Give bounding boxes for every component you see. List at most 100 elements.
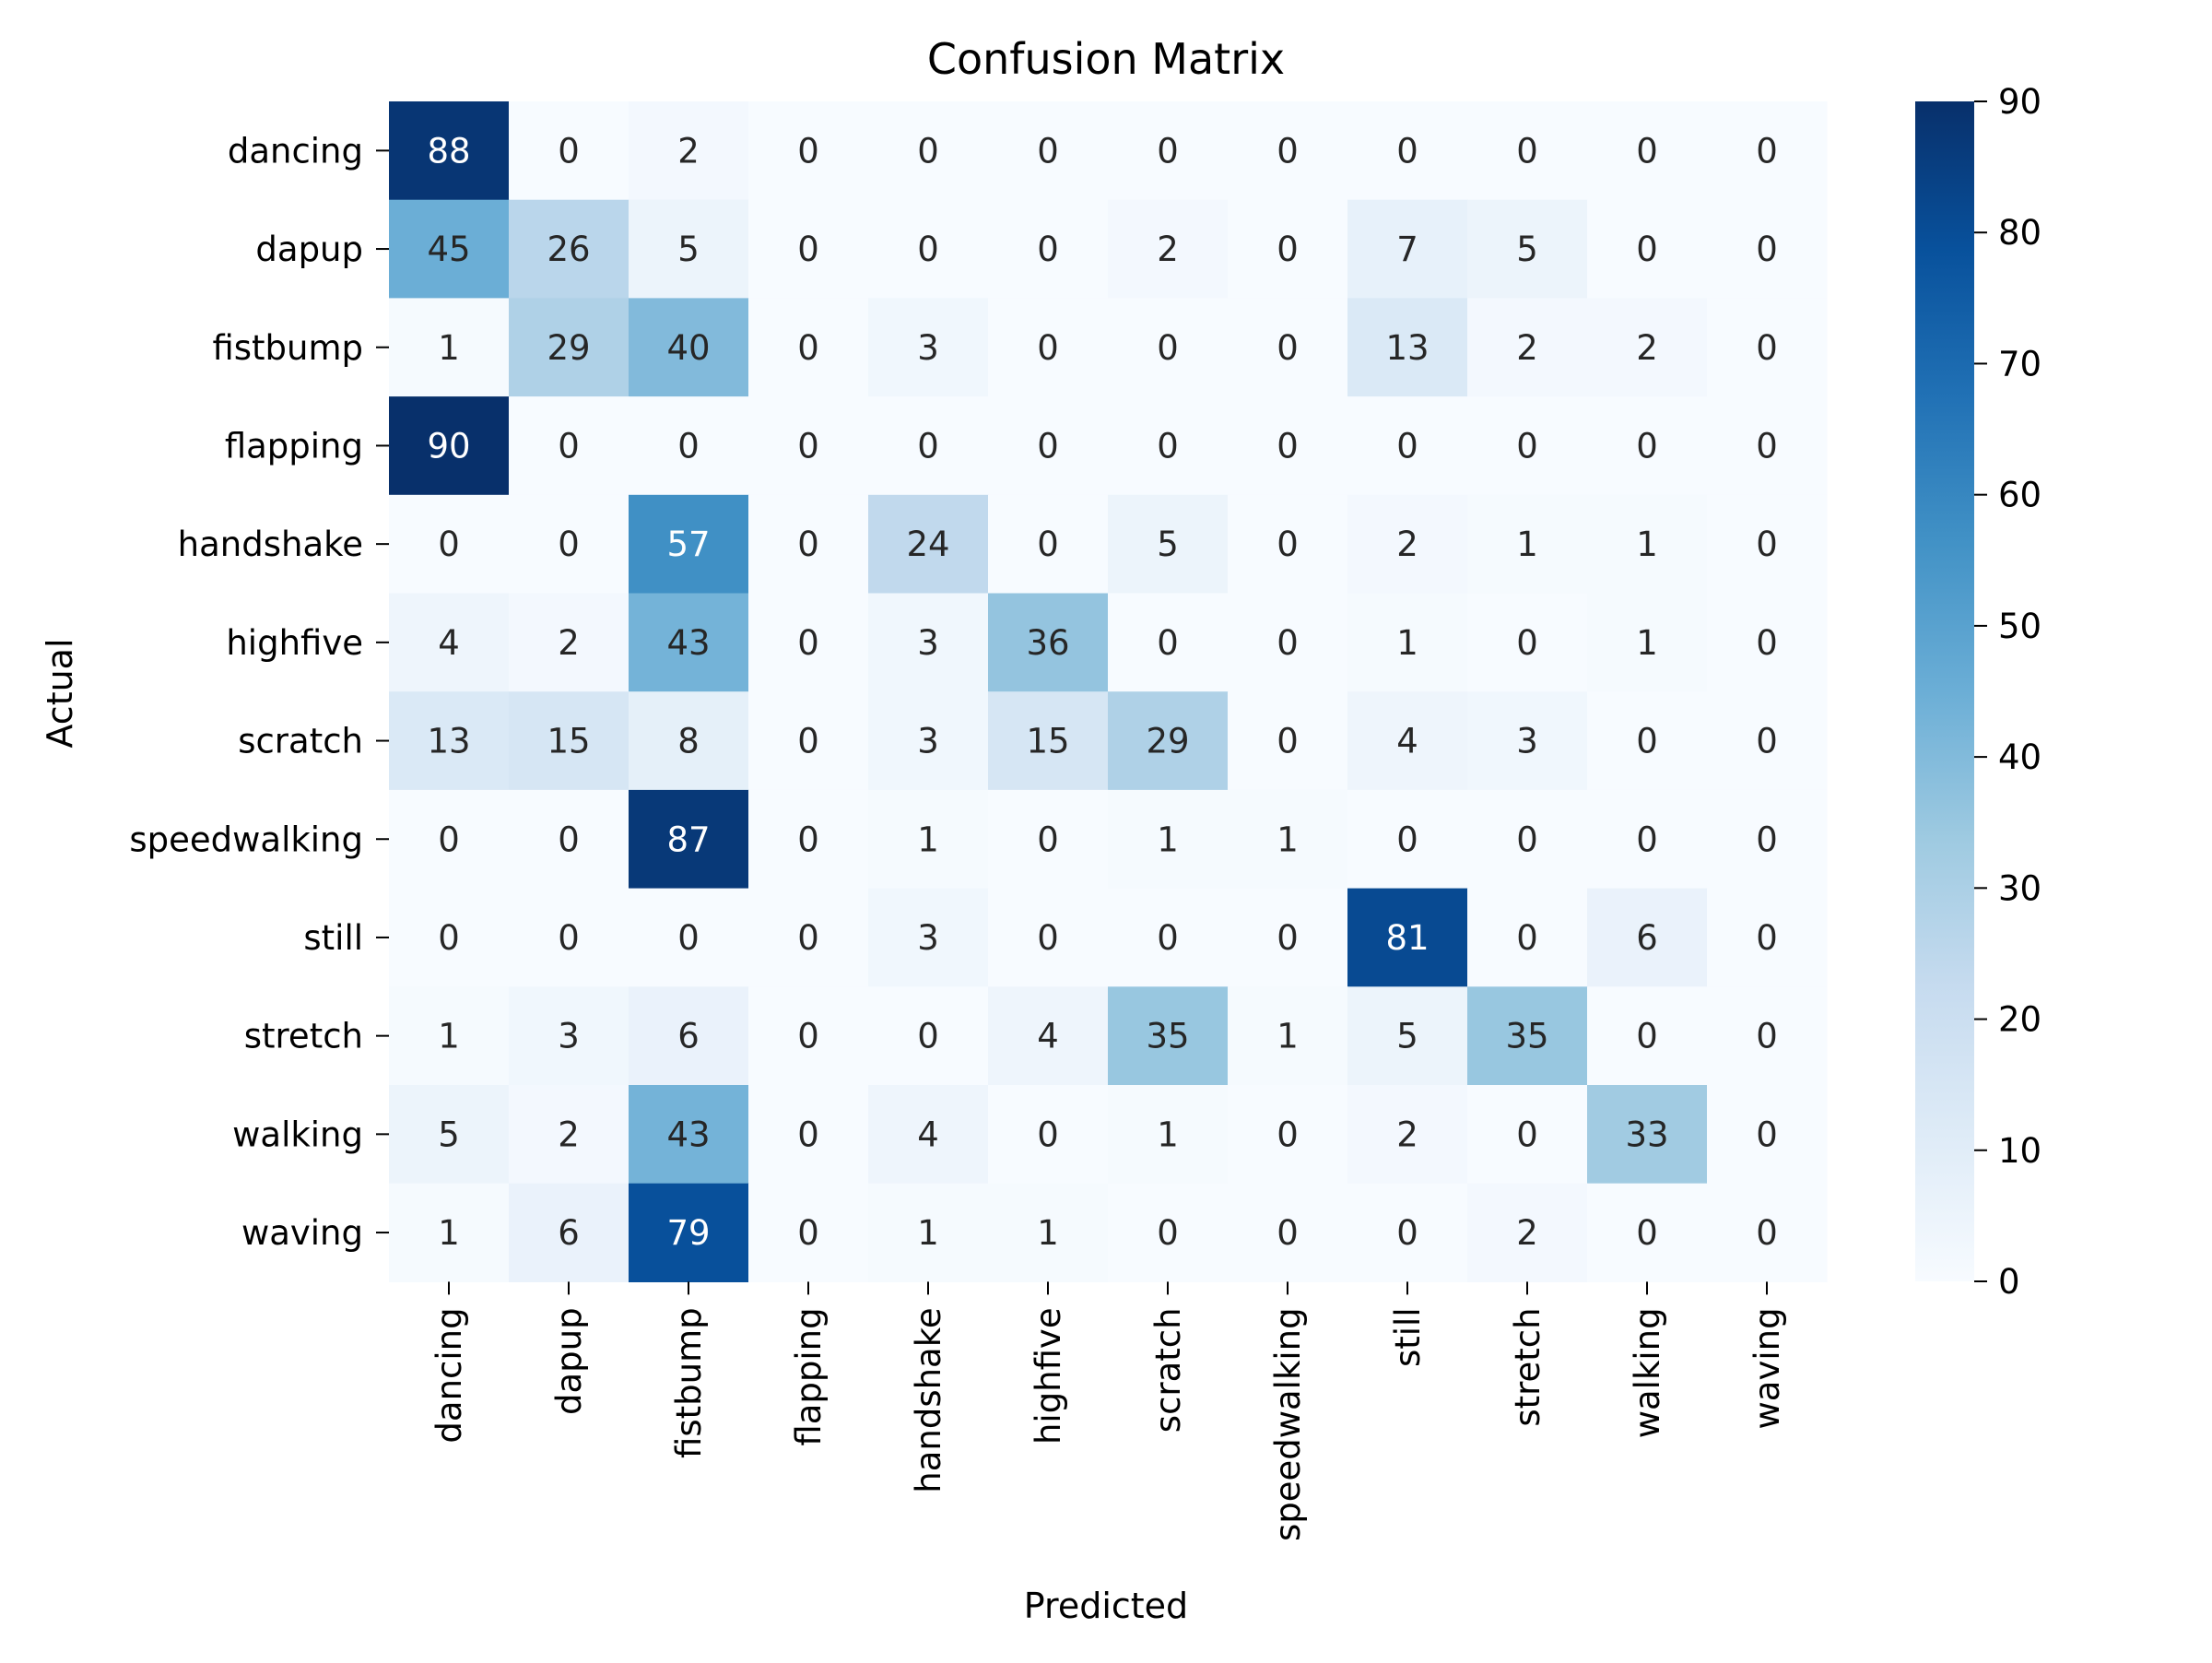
heatmap-cell <box>988 1183 1109 1282</box>
heatmap-cell-value: 3 <box>558 1017 580 1056</box>
heatmap-cell-value: 0 <box>797 918 819 958</box>
heatmap-cell <box>1707 593 1828 692</box>
heatmap-cell <box>1228 888 1348 987</box>
heatmap-cell-value: 6 <box>1636 918 1658 958</box>
heatmap-cell-value: 0 <box>438 918 460 958</box>
heatmap-cell-value: 0 <box>677 426 700 466</box>
heatmap-cell <box>868 593 989 692</box>
chart-title: Confusion Matrix <box>927 34 1285 84</box>
heatmap-cell <box>509 986 629 1086</box>
heatmap-cell-value: 0 <box>1157 1213 1179 1253</box>
heatmap-cell <box>389 101 510 201</box>
heatmap-cell-value: 0 <box>1157 426 1179 466</box>
heatmap-cell <box>1108 494 1229 595</box>
heatmap-cell-value: 0 <box>1756 525 1778 564</box>
heatmap-cell <box>1108 789 1229 890</box>
heatmap-cell-value: 1 <box>917 1213 939 1253</box>
colorbar-tick-label: 70 <box>1998 344 2041 383</box>
heatmap-cell <box>1707 199 1828 299</box>
heatmap-cell-value: 0 <box>797 525 819 564</box>
heatmap-cell-value: 5 <box>1516 230 1538 269</box>
x-tick-label: scratch <box>1148 1307 1188 1433</box>
heatmap-cell-value: 5 <box>677 230 700 269</box>
heatmap-cell-value: 0 <box>1396 820 1418 859</box>
heatmap-cell-value: 0 <box>1756 1017 1778 1056</box>
heatmap-cell-value: 3 <box>917 722 939 761</box>
heatmap-cell <box>1707 101 1828 201</box>
heatmap-cell-value: 0 <box>558 820 580 859</box>
heatmap-cell-value: 0 <box>438 525 460 564</box>
heatmap-cell <box>868 494 989 595</box>
heatmap-cell <box>509 101 629 201</box>
x-tick-label: walking <box>1628 1307 1667 1438</box>
heatmap-cell <box>389 199 510 299</box>
heatmap-cell <box>988 396 1109 496</box>
heatmap-cell-value: 88 <box>427 131 470 171</box>
heatmap-cell-value: 0 <box>797 1017 819 1056</box>
heatmap-cell-value: 0 <box>797 722 819 761</box>
heatmap-cell <box>988 1085 1109 1185</box>
heatmap-cell <box>1228 593 1348 692</box>
heatmap-cell <box>1108 101 1229 201</box>
heatmap-cell-value: 0 <box>1636 722 1658 761</box>
heatmap-cell <box>1587 101 1708 201</box>
heatmap-cell <box>1228 789 1348 890</box>
heatmap-cell-value: 0 <box>1756 918 1778 958</box>
heatmap-cell <box>389 298 510 397</box>
heatmap-cell-value: 40 <box>666 328 710 368</box>
heatmap-cell-value: 0 <box>1037 230 1059 269</box>
y-tick-label: still <box>303 918 363 958</box>
heatmap-cell <box>1467 199 1588 299</box>
heatmap-cell <box>1347 691 1468 791</box>
heatmap-cell <box>1108 986 1229 1086</box>
heatmap-cell <box>1587 1085 1708 1185</box>
heatmap-cell <box>988 199 1109 299</box>
heatmap-cell-value: 0 <box>558 918 580 958</box>
heatmap-cell-value: 4 <box>1396 722 1418 761</box>
heatmap-cell-value: 57 <box>666 525 710 564</box>
heatmap-cell <box>509 691 629 791</box>
heatmap-cell <box>868 298 989 397</box>
heatmap-cell-value: 0 <box>1756 131 1778 171</box>
heatmap-cell-value: 0 <box>1277 1213 1299 1253</box>
heatmap-cell-value: 0 <box>1277 230 1299 269</box>
heatmap-cell <box>748 691 869 791</box>
heatmap-cell <box>868 888 989 987</box>
heatmap-cell <box>1228 691 1348 791</box>
heatmap-cell <box>1587 789 1708 890</box>
heatmap-cell-value: 4 <box>917 1115 939 1154</box>
heatmap-cell <box>629 494 749 595</box>
heatmap-cell <box>1707 494 1828 595</box>
heatmap-cell <box>1707 298 1828 397</box>
heatmap-cell <box>748 1085 869 1185</box>
heatmap-cell <box>389 1183 510 1282</box>
heatmap-cell-value: 0 <box>1396 131 1418 171</box>
heatmap-cell-value: 5 <box>1396 1017 1418 1056</box>
x-tick-label: handshake <box>909 1307 948 1492</box>
heatmap-cell-value: 2 <box>1636 328 1658 368</box>
heatmap-cell <box>1228 396 1348 496</box>
heatmap-cell-value: 15 <box>1026 722 1069 761</box>
heatmap-cell <box>988 101 1109 201</box>
heatmap-cell-value: 0 <box>917 131 939 171</box>
x-tick-label: waving <box>1747 1307 1787 1429</box>
heatmap-cell-value: 3 <box>917 623 939 663</box>
heatmap-cell <box>988 986 1109 1086</box>
heatmap-cell-value: 0 <box>1516 131 1538 171</box>
heatmap-cell-value: 0 <box>558 525 580 564</box>
colorbar-tick-label: 20 <box>1998 1000 2041 1040</box>
heatmap-cell <box>389 494 510 595</box>
heatmap-cell-value: 7 <box>1396 230 1418 269</box>
heatmap-cell <box>1467 1085 1588 1185</box>
y-axis: dancing dapup fistbump flapping handshake hig… <box>129 131 389 1253</box>
heatmap-cell <box>1228 1085 1348 1185</box>
heatmap-cell-value: 0 <box>1516 918 1538 958</box>
heatmap-cell <box>1707 1085 1828 1185</box>
heatmap-cell-value: 0 <box>797 1115 819 1154</box>
heatmap-cell <box>1108 1183 1229 1282</box>
heatmap-cell-value: 0 <box>1756 230 1778 269</box>
heatmap-cell-value: 0 <box>797 328 819 368</box>
heatmap-cell <box>1347 298 1468 397</box>
heatmap-cell <box>988 888 1109 987</box>
y-tick-label: walking <box>232 1115 363 1154</box>
